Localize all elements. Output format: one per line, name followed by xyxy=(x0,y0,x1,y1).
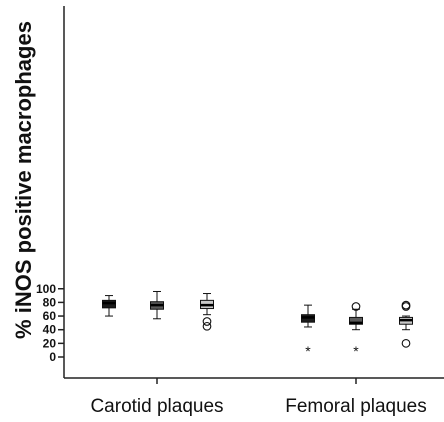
extreme-point: * xyxy=(353,343,359,359)
y-tick-label: 80 xyxy=(43,295,57,309)
box-group xyxy=(102,295,116,317)
x-categories: Carotid plaques Femoral plaques xyxy=(90,378,427,417)
y-tick-label: 20 xyxy=(43,336,57,350)
box-group xyxy=(150,290,164,320)
x-category-label: Femoral plaques xyxy=(285,396,427,417)
y-tick-label: 60 xyxy=(43,309,57,323)
outlier-point xyxy=(202,321,212,331)
box-group xyxy=(399,300,413,348)
outlier-point xyxy=(401,302,411,311)
boxes: * * xyxy=(102,290,413,359)
outlier-point xyxy=(351,302,361,311)
y-tick-label: 0 xyxy=(49,350,56,364)
box-group: * xyxy=(349,302,363,359)
box-group xyxy=(200,293,214,331)
y-tick-label: 100 xyxy=(36,282,56,296)
y-tick-label: 40 xyxy=(43,323,57,337)
outlier-point xyxy=(202,317,212,326)
box-group: * xyxy=(301,304,315,359)
extreme-point: * xyxy=(305,343,311,359)
outlier-point xyxy=(401,339,411,348)
iqr-box xyxy=(349,316,363,325)
y-axis-label: % iNOS positive macrophages xyxy=(11,21,36,339)
x-category-label: Carotid plaques xyxy=(90,396,223,417)
